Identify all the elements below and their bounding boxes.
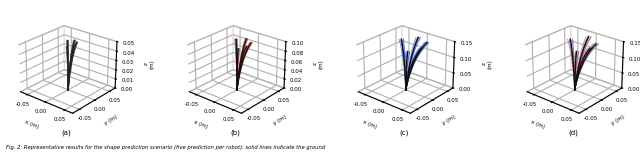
Title: (b): (b) xyxy=(230,130,241,136)
Title: (a): (a) xyxy=(62,130,72,136)
Title: (d): (d) xyxy=(568,130,578,136)
Y-axis label: y (m): y (m) xyxy=(104,115,119,126)
Title: (c): (c) xyxy=(400,130,409,136)
Text: Fig. 2: Representative results for the shape prediction scenario (five predictio: Fig. 2: Representative results for the s… xyxy=(6,145,326,150)
X-axis label: x (m): x (m) xyxy=(362,119,377,129)
Y-axis label: y (m): y (m) xyxy=(273,115,288,126)
X-axis label: x (m): x (m) xyxy=(24,119,39,129)
X-axis label: x (m): x (m) xyxy=(531,119,546,129)
Y-axis label: y (m): y (m) xyxy=(610,115,625,126)
Y-axis label: y (m): y (m) xyxy=(442,115,456,126)
X-axis label: x (m): x (m) xyxy=(193,119,208,129)
